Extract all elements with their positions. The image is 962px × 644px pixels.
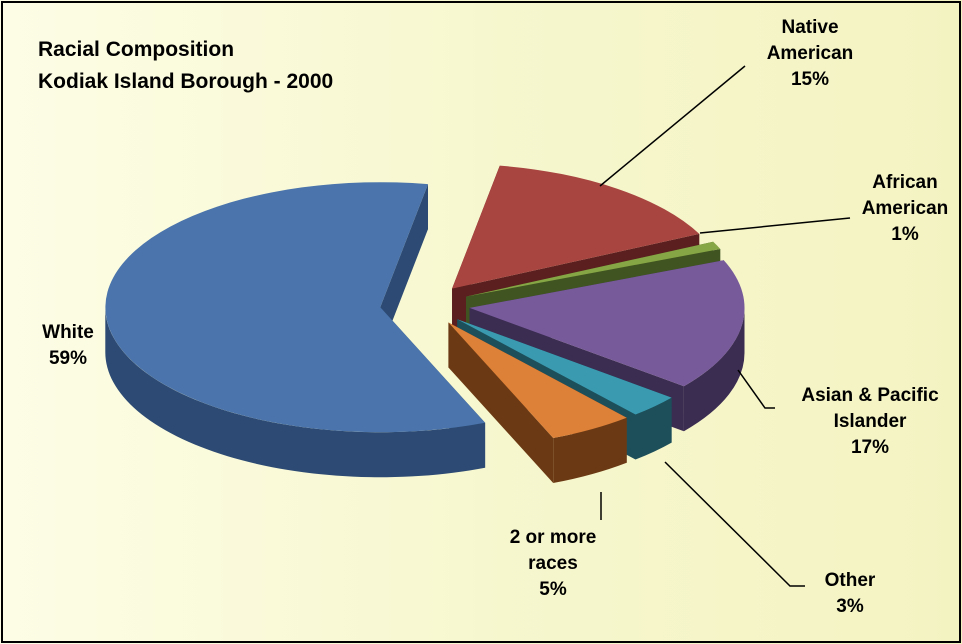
pie-slice [469,260,745,387]
slice-side [635,397,672,460]
category-label: 2 or more races [509,527,597,574]
leader-line [599,65,746,187]
leader-line [664,461,805,587]
value-label: 59% [48,348,88,369]
slice-side [105,307,486,478]
category-label: Other [824,570,876,591]
slice-label: 2 or more races 5% [493,525,613,603]
slice-label: Other 3% [805,568,895,620]
chart-subtitle: Kodiak Island Borough - 2000 [38,70,334,93]
slice-label: Asian & Pacific Islander 17% [770,383,962,461]
leader-line [699,217,851,234]
value-label: 5% [539,579,567,600]
slice-wall [380,184,428,353]
chart-title: Racial Composition [38,38,235,61]
slice-label: White 59% [33,320,103,372]
category-label: White [42,322,94,343]
pie-slice [105,182,486,433]
value-label: 15% [790,69,830,90]
leader-line [737,369,775,409]
value-label: 3% [836,596,864,617]
category-label: African American [861,172,949,219]
value-label: 17% [850,437,890,458]
slice-wall [448,322,554,483]
slice-side [553,417,627,483]
value-label: 1% [891,224,919,245]
category-label: Native American [766,17,854,64]
pie-slice [448,322,627,438]
slice-label: African American 1% [850,170,960,248]
slice-label: Native American 15% [755,15,865,93]
pie-slice [452,165,700,289]
category-label: Asian & Pacific Islander [801,385,939,432]
slice-side [683,307,745,432]
pie-slice [457,319,672,415]
pie-slice [466,241,721,297]
